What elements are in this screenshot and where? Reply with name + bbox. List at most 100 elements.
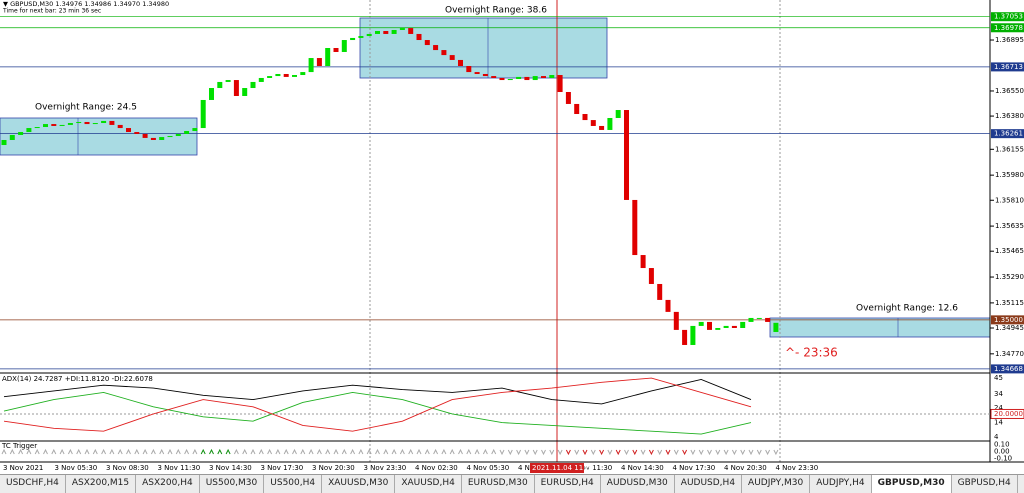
tab[interactable]: NZDUSD,M30 [1018,475,1024,493]
x-tick-label: 3 Nov 2021 [3,464,43,472]
trigger-arrow [607,449,613,456]
y-tick-label: 1.36550 [995,87,1024,95]
tab[interactable]: GBPUSD,H4 [952,475,1018,493]
candle [258,77,264,82]
y-tick-label: 1.36380 [995,112,1024,120]
candle [499,77,505,81]
range-box [0,117,198,156]
range-box [769,317,991,338]
trigger-arrow [242,448,248,455]
trigger-arrow [209,448,214,455]
candle [524,76,530,81]
trigger-arrow [316,448,322,455]
candle [159,137,165,140]
x-tick-label: 3 Nov 11:30 [158,464,201,472]
tab[interactable]: AUDJPY,H4 [810,475,872,493]
indicator-line [3,391,752,435]
candle [292,75,297,77]
candle [748,317,754,322]
tab[interactable]: AUDJPY,M30 [742,475,811,493]
trigger-arrow [117,448,123,455]
candle [590,120,596,126]
candle [665,299,671,312]
price-marker-label: 1.36261 [994,130,1023,138]
trigger-arrow [582,449,588,456]
trigger-arrow [358,448,364,455]
candle [358,36,364,38]
y-tick-label: 1.35115 [995,299,1024,307]
price-marker-label: 1.36713 [994,63,1023,71]
y-tick-label: 1.35980 [995,171,1024,179]
trigger-arrow [250,448,256,455]
trigger-arrow [267,448,273,455]
candle [624,110,629,200]
candle [399,28,405,30]
candle [283,73,289,77]
tab[interactable]: ASX200,H4 [136,475,200,493]
trigger-arrow [499,449,505,456]
trigger-arrow [731,449,737,456]
candle [175,133,181,137]
price-marker [991,62,1024,72]
annotation: Overnight Range: 24.5 [35,103,137,113]
trigger-arrow [300,448,306,455]
candle [723,325,729,328]
trigger-arrow [325,448,331,455]
candle [458,59,463,67]
candle [200,99,206,129]
candle [375,31,380,34]
trigger-arrow [541,449,546,456]
trigger-arrow [350,448,356,455]
y-tick-label: 1.35635 [995,222,1024,230]
trigger-arrow [640,449,646,456]
trigger-arrow [109,448,115,455]
trigger-arrow [67,448,73,455]
x-tick-label: 3 Nov 05:30 [55,464,98,472]
tab[interactable]: USDCHF,H4 [0,475,66,493]
trigger-arrow [433,448,439,455]
candle [466,66,472,73]
tab[interactable]: EURUSD,H4 [535,475,601,493]
y-tick-label: -0.10 [994,454,1012,462]
trigger-arrow [184,448,190,455]
chart-window: ▼ GBPUSD,M30 1.34976 1.34986 1.34970 1.3… [0,0,1024,473]
tab[interactable]: XAUUSD,H4 [395,475,462,493]
candle [300,72,306,76]
candle [516,76,522,80]
trigger-arrow [333,448,339,455]
y-tick-label: 45 [994,374,1003,382]
trigger-arrow [441,448,447,455]
trigger-arrow [466,448,472,455]
candle [424,40,430,46]
trigger-arrow [599,449,605,456]
tab[interactable]: US500,M30 [200,475,265,493]
tab[interactable]: AUDUSD,M30 [601,475,675,493]
tab[interactable]: XAUUSD,M30 [322,475,396,493]
trigger-arrow [565,449,571,456]
candle [707,321,712,330]
tab[interactable]: US500,H4 [264,475,323,493]
candle [549,75,555,78]
candle [632,199,638,256]
candle [408,28,414,34]
candle [416,33,422,41]
trigger-arrow [59,448,65,455]
trigger-arrow [516,449,522,456]
y-tick-label: 0.10 [994,441,1010,449]
candle [333,47,339,52]
x-tick-label: 4 Nov 02:30 [415,464,458,472]
tab[interactable]: AUDUSD,H4 [675,475,743,493]
candle [657,283,663,300]
tab[interactable]: EURUSD,M30 [462,475,535,493]
candle [217,81,223,89]
tab[interactable]: ASX200,M15 [66,475,137,493]
tab[interactable]: GBPUSD,M30 [871,475,952,493]
candle [383,31,389,34]
candle [192,128,198,131]
trigger-arrow [657,449,663,456]
trigger-arrow [225,448,231,455]
candle [565,92,571,104]
candle [350,37,356,41]
trigger-arrow [101,448,107,455]
